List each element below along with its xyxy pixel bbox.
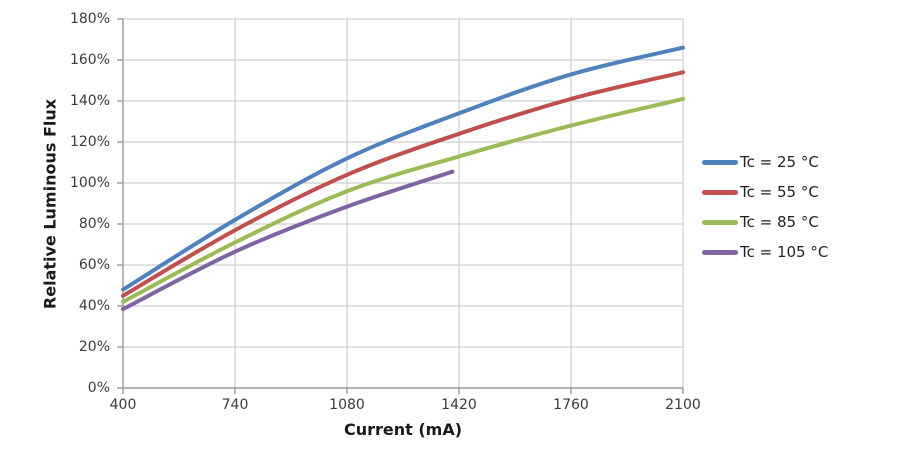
legend-item: Tc = 55 °C	[702, 177, 828, 207]
series-line-1	[121, 70, 685, 298]
y-tick-label: 160%	[69, 52, 110, 68]
x-tick-label: 1080	[329, 397, 365, 413]
legend-line-swatch-icon	[702, 189, 738, 195]
x-tick-label: 1420	[441, 397, 477, 413]
y-tick-label: 140%	[69, 93, 110, 109]
legend-item: Tc = 105 °C	[702, 237, 828, 267]
legend-line-swatch-icon	[702, 159, 738, 165]
y-tick-label: 80%	[78, 216, 110, 232]
legend: Tc = 25 °C Tc = 55 °C Tc = 85 °C Tc = 105 °…	[702, 147, 828, 267]
y-tick-label: 40%	[78, 298, 110, 314]
x-tick-label: 740	[221, 397, 249, 413]
legend-label: Tc = 85 °C	[740, 213, 819, 231]
y-tick-label: 60%	[78, 257, 110, 273]
legend-item: Tc = 25 °C	[702, 147, 828, 177]
legend-label: Tc = 105 °C	[740, 243, 829, 261]
y-tick-label: 180%	[69, 11, 110, 27]
legend-label: Tc = 25 °C	[740, 153, 819, 171]
legend-label: Tc = 55 °C	[740, 183, 819, 201]
series-line-3	[121, 169, 455, 312]
series-line-2	[121, 96, 685, 304]
legend-line-swatch-icon	[702, 249, 738, 255]
x-tick-label: 1760	[553, 397, 589, 413]
legend-item: Tc = 85 °C	[702, 207, 828, 237]
legend-line-swatch-icon	[702, 219, 738, 225]
y-tick-label: 0%	[87, 380, 110, 396]
y-axis-title: Relative Luminous Flux	[40, 98, 60, 310]
y-tick-label: 20%	[78, 339, 110, 355]
x-tick-label: 400	[109, 397, 137, 413]
y-tick-label: 120%	[69, 134, 110, 150]
y-tick-label: 100%	[69, 175, 110, 191]
series-line-0	[121, 45, 685, 292]
x-tick-label: 2100	[665, 397, 701, 413]
x-axis-title: Current (mA)	[343, 420, 463, 439]
